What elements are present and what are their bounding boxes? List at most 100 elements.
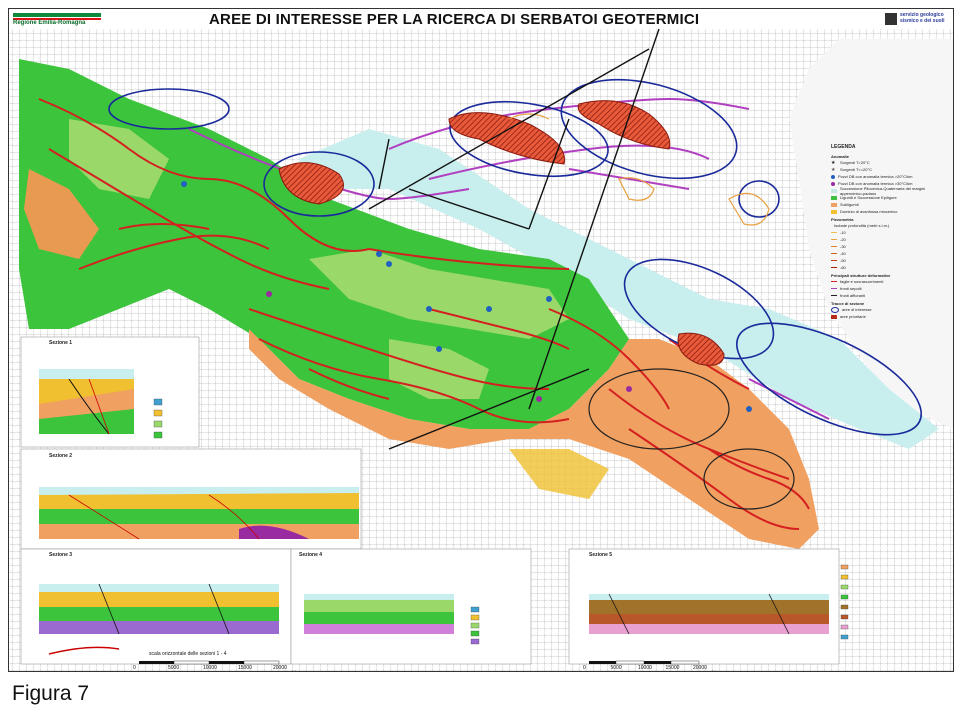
legend-heading: Tracce di sezione: [831, 301, 865, 306]
hatch-symbol-icon: [831, 314, 837, 319]
legend-item: -30: [831, 243, 931, 250]
scale-tick-label: 10000: [203, 665, 217, 671]
sgss-logo-icon: servizio geologico sismico e dei suoli: [885, 12, 949, 28]
legend-heading: Piezometria: [831, 217, 854, 222]
legend-item: Dominio di avanfossa miocenico: [831, 208, 931, 215]
legend-item: -20: [831, 236, 931, 243]
scale-bar-1-graphic: [139, 660, 280, 665]
section-3-profile: [39, 583, 279, 655]
scale-tick-label: 15000: [665, 665, 680, 671]
line-symbol-icon: [831, 260, 837, 261]
map-title: AREE DI INTERESSE PER LA RICERCA DI SERB…: [209, 11, 700, 28]
line-symbol-icon: [831, 288, 837, 289]
legend-item: aree di interesse: [831, 306, 931, 313]
legend-item-label: aree prioritarie: [840, 314, 866, 319]
legend-item: fronti affioranti: [831, 292, 931, 299]
legend-item-label: Sorgenti T<=20°C: [840, 167, 872, 172]
legend-heading: Principali strutture deformative: [831, 273, 891, 278]
legend-item: faglie e sovrascorrimenti: [831, 278, 931, 285]
map-frame: Regione Emilia-Romagna AREE DI INTERESSE…: [8, 8, 954, 672]
legend-item: -60: [831, 264, 931, 271]
star-symbol-icon: ★: [831, 159, 836, 166]
line-symbol-icon: [831, 253, 837, 254]
piezometric-contours: [508, 113, 770, 226]
dot-symbol-icon: [831, 174, 835, 179]
section-4-profile: [304, 594, 480, 645]
dot-symbol-icon: [831, 181, 835, 186]
line-symbol-icon: [831, 246, 837, 247]
sgss-logo-line1: servizio geologico: [900, 12, 944, 18]
line-symbol-icon: [831, 281, 837, 282]
star-symbol-icon: ★: [831, 166, 836, 173]
legend-item: Subliguridi: [831, 201, 931, 208]
legend-item-label: Pozzi DB con anomalia termica >20°C/km: [838, 174, 913, 179]
quaternary-margin: [299, 129, 939, 449]
coastal-strip: [789, 39, 953, 429]
scale-unit-label: metri: [705, 670, 716, 671]
scale-tick-label: 0: [133, 665, 136, 671]
legend-item-label: -60: [840, 265, 846, 270]
legend-item: Pozzi DB con anomalia termica >30°C/km: [831, 180, 931, 187]
deep-structure-circles: [588, 368, 795, 510]
section-2-title: Sezione 2: [49, 453, 73, 459]
legend-item-label: Isobate profondità (metri s.l.m.): [834, 223, 890, 228]
legend-item-label: Pozzi DB con anomalia termica >30°C/km: [838, 181, 913, 186]
legend-item-label: -50: [840, 258, 846, 263]
legend-item-label: -10: [840, 230, 846, 235]
legend-item-label: fronti sepolti: [840, 286, 862, 291]
box-symbol-icon: [831, 195, 837, 200]
legend-title: LEGENDA: [831, 144, 856, 150]
line-symbol-icon: [831, 232, 837, 233]
legend-item: -50: [831, 257, 931, 264]
legend-item-label: fronti affioranti: [840, 293, 866, 298]
legend-item: aree prioritarie: [831, 313, 931, 320]
line-symbol-icon: [831, 295, 837, 296]
legend-item: -10: [831, 229, 931, 236]
section-3-title: Sezione 3: [49, 552, 73, 558]
section-5-profile: [589, 564, 849, 640]
legend-item: Pozzi DB con anomalia termica >20°C/km: [831, 173, 931, 180]
regione-logo-text: Regione Emilia-Romagna: [13, 20, 86, 26]
legend-item: Liguridi e Successione Epiligure: [831, 194, 931, 201]
scale-bar-1-caption: scala orizzontale delle sezioni 1 - 4: [149, 651, 227, 657]
map-legend: LEGENDA Anomalie ★ Sorgenti T>20°C ★ Sorgent…: [831, 145, 931, 320]
legend-item-label: Successione Pliocenica-Quaternaria dei m…: [840, 185, 926, 196]
section-1-profile: [39, 369, 163, 439]
legend-item-label: Subliguridi: [840, 202, 859, 207]
line-symbol-icon: [831, 267, 837, 268]
sgss-logo-line2: sismico e dei suoli: [900, 18, 945, 24]
epiligure-patch-3: [389, 339, 489, 399]
scale-tick-label: 20000: [693, 665, 707, 671]
scale-tick-label: 0: [583, 665, 586, 671]
legend-item-label: Dominio di avanfossa miocenico: [840, 209, 898, 214]
epiligure-patch-1: [309, 249, 569, 339]
section-1-title: Sezione 1: [49, 340, 73, 346]
scale-tick-label: 15000: [238, 665, 252, 671]
legend-item-label: -20: [840, 237, 846, 242]
figure-caption: Figura 7: [12, 682, 90, 705]
legend-item-label: -30: [840, 244, 846, 249]
scale-tick-label: 5000: [610, 665, 622, 671]
anomaly-wells: [181, 181, 752, 412]
section-2-profile: [39, 487, 359, 540]
legend-item: fronti sepolti: [831, 285, 931, 292]
legend-item-label: Sorgenti T>20°C: [840, 160, 870, 165]
legend-item-label: -40: [840, 251, 846, 256]
legend-item: -40: [831, 250, 931, 257]
box-symbol-icon: [831, 209, 837, 214]
legend-item-label: Liguridi e Successione Epiligure: [840, 195, 897, 200]
scale-bar-2-graphic: [589, 660, 700, 665]
scale-tick-label: 10000: [638, 665, 652, 671]
legend-item: ★ Sorgenti T<=20°C: [831, 166, 931, 173]
regione-logo-icon: Regione Emilia-Romagna: [13, 13, 101, 27]
legend-heading: Anomalie: [831, 154, 850, 159]
section-traces: [368, 28, 660, 450]
legend-item: ★ Sorgenti T>20°C: [831, 159, 931, 166]
section-5-title: Sezione 5: [589, 552, 613, 558]
box-symbol-icon: [831, 188, 837, 193]
box-symbol-icon: [831, 202, 837, 207]
subliguridi-belt: [249, 329, 819, 549]
priority-areas: [278, 100, 725, 366]
legend-item: Successione Pliocenica-Quaternaria dei m…: [831, 185, 931, 196]
legend-item-label: faglie e sovrascorrimenti: [840, 279, 884, 284]
